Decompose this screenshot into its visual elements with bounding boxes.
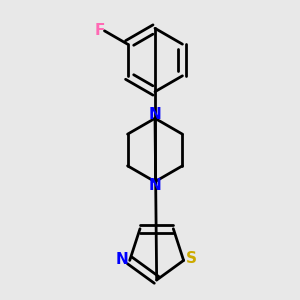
Text: N: N bbox=[148, 107, 161, 122]
Text: F: F bbox=[94, 23, 105, 38]
Text: S: S bbox=[185, 251, 197, 266]
Text: N: N bbox=[116, 252, 129, 267]
Text: N: N bbox=[148, 178, 161, 193]
